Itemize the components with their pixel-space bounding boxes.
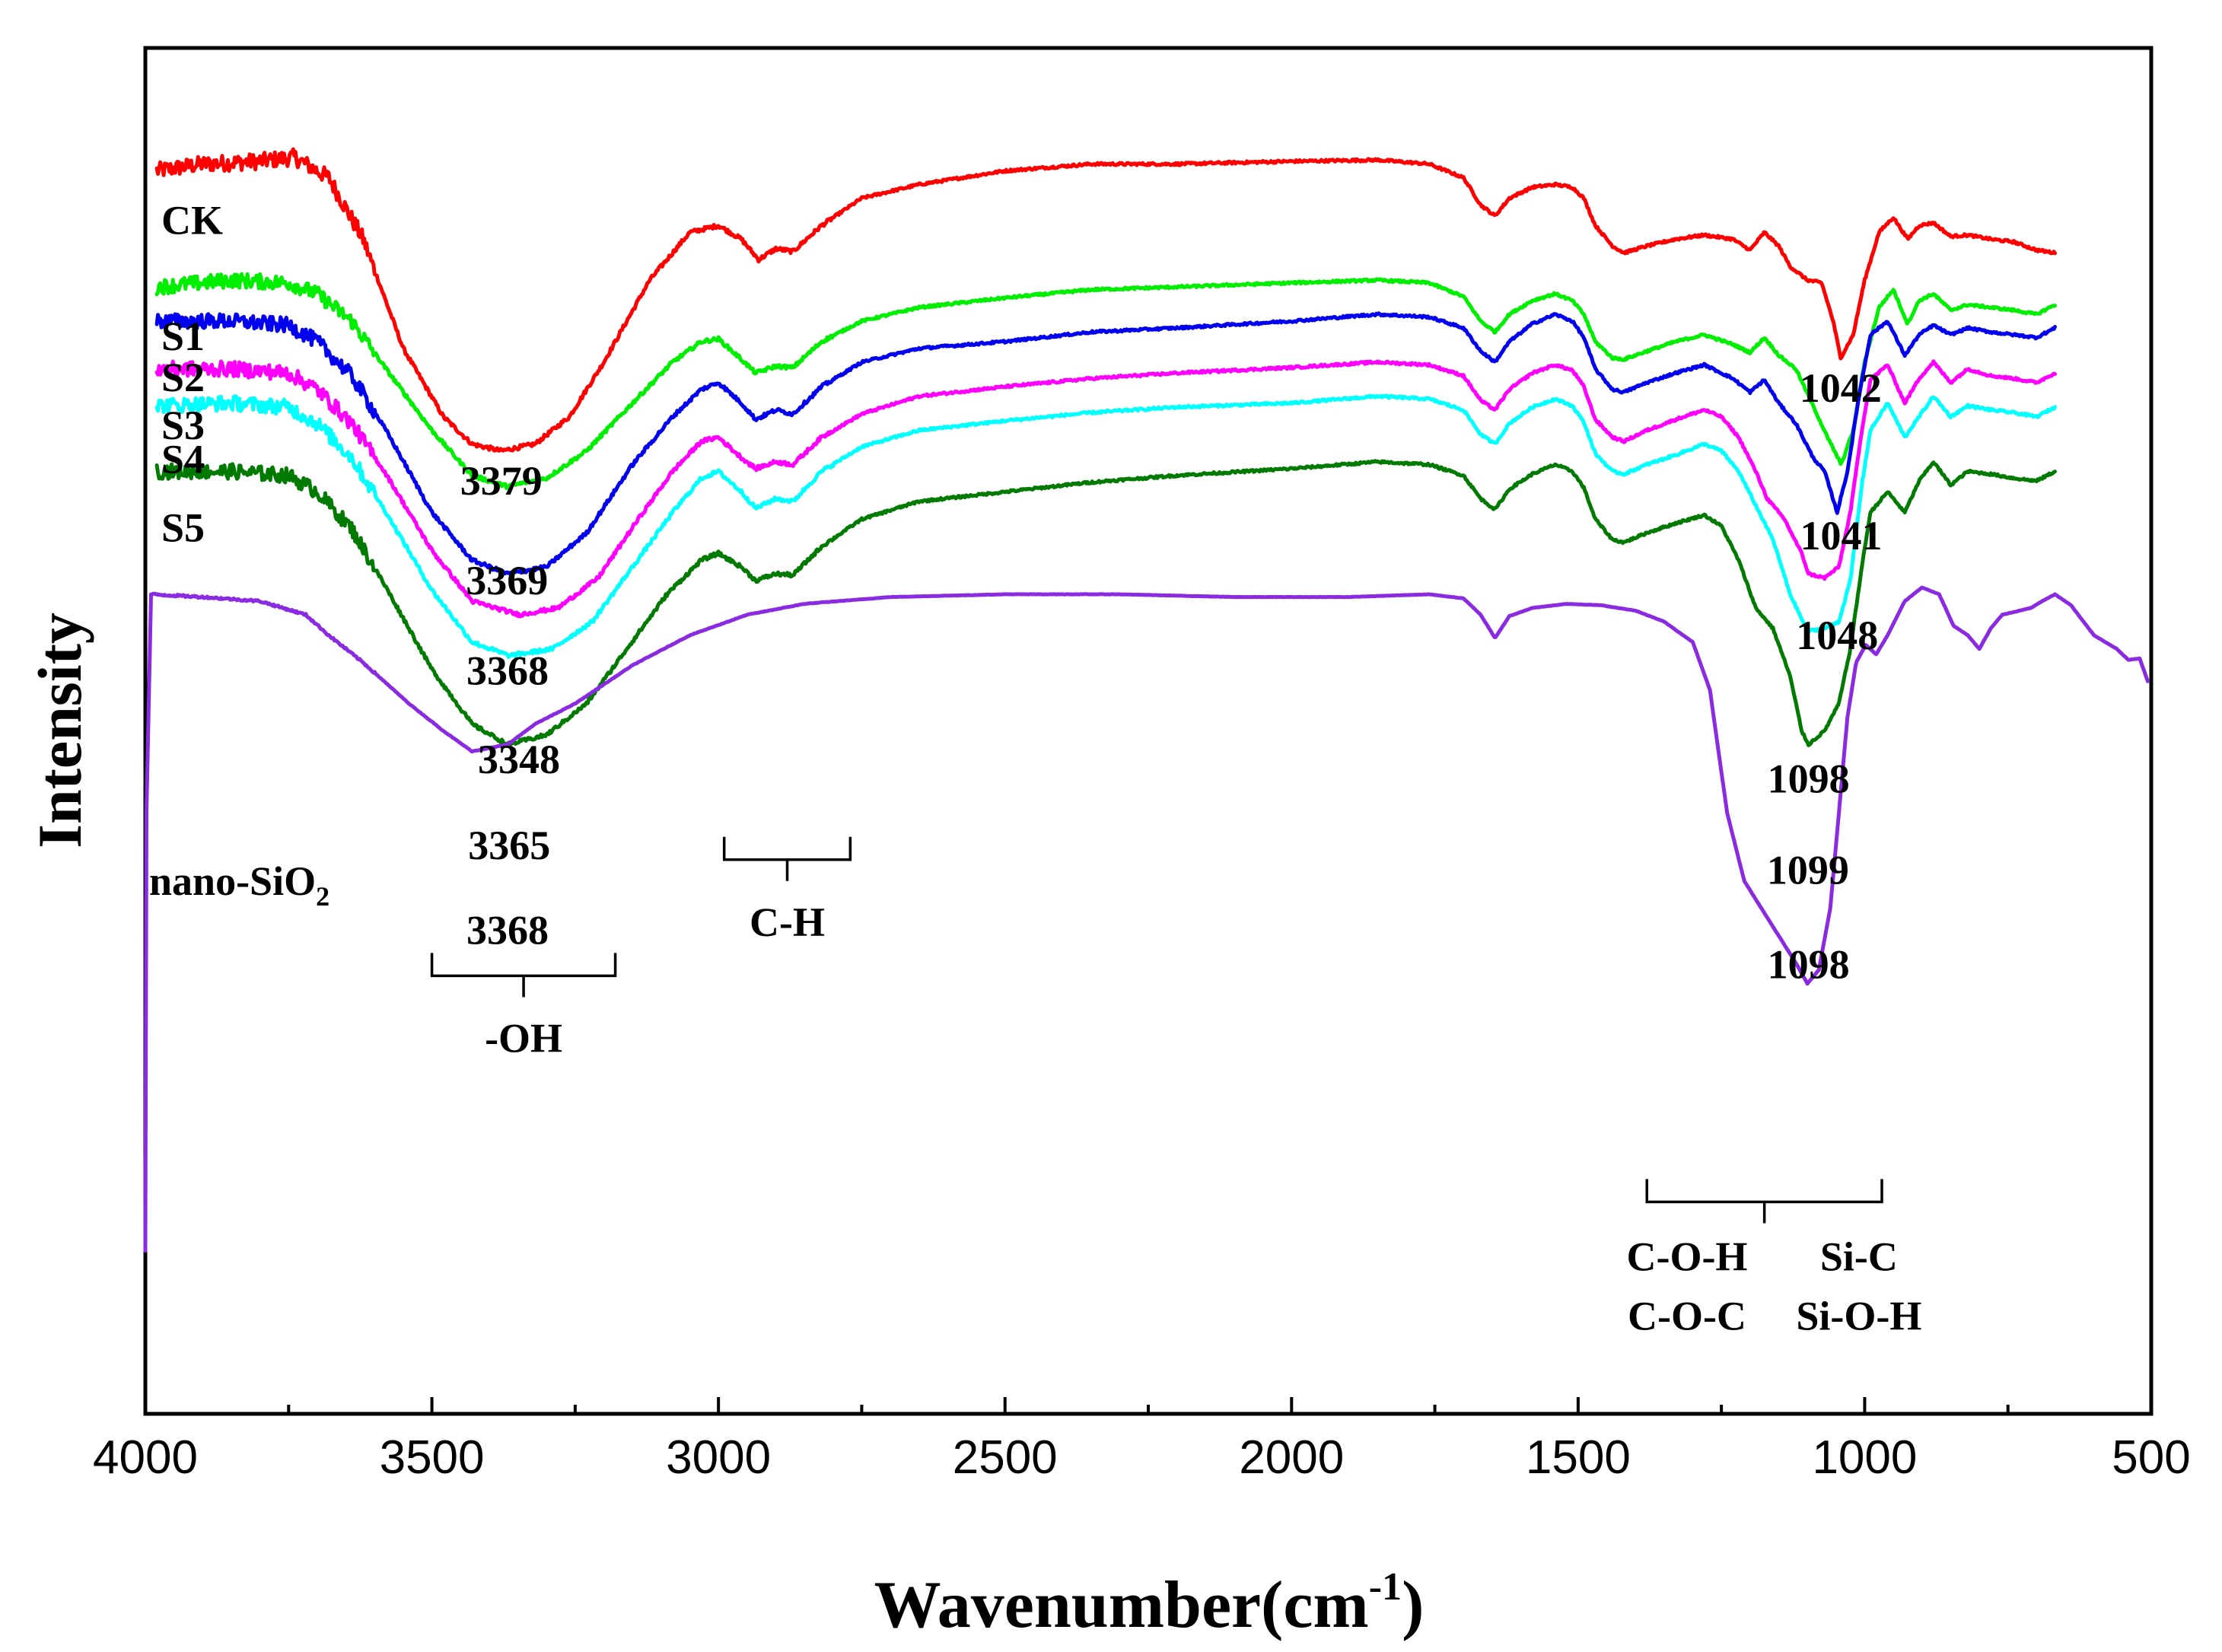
x-tick-label: 3500	[380, 1431, 485, 1484]
peak-label: 3379	[460, 458, 543, 504]
x-tick-label: 1500	[1526, 1431, 1631, 1484]
series-line-s2	[154, 311, 2057, 576]
x-tick-label: 3000	[666, 1431, 771, 1484]
group-label: C-H	[750, 899, 825, 945]
series-line-s4	[154, 393, 2057, 660]
peak-label: 3368	[466, 908, 549, 953]
peak-label: 3365	[468, 823, 550, 868]
series-line-s5	[154, 459, 2057, 747]
x-axis-title: Wavenumber(cm-1)	[874, 1565, 1425, 1642]
peak-label: 1042	[1800, 365, 1882, 411]
series-line-s1	[154, 272, 2057, 490]
group-bracket	[430, 953, 617, 998]
x-axis-title-sup: -1	[1369, 1565, 1402, 1609]
annotations-group: -OH C-H C-O-H C-O-C Si-C Si-O-H	[430, 836, 1921, 1339]
x-axis-title-close: )	[1402, 1568, 1424, 1642]
x-tick-label: 1000	[1812, 1431, 1917, 1484]
group-bracket	[722, 836, 852, 881]
series-label: S5	[161, 505, 205, 550]
x-tick-label: 2000	[1239, 1431, 1344, 1484]
x-tick-label: 4000	[93, 1431, 198, 1484]
x-tick-label: 2500	[953, 1431, 1058, 1484]
series-label: nano-SiO2	[149, 858, 329, 912]
group-label: -OH	[485, 1015, 562, 1061]
series-label-sub: 2	[316, 881, 329, 912]
group-label: C-O-H	[1626, 1234, 1747, 1280]
series-group	[143, 147, 2150, 1253]
x-axis: 4000 3500 3000 2500 2000 1500 1000 500	[93, 1397, 2191, 1484]
peak-label: 1098	[1768, 756, 1850, 801]
peak-label: 1048	[1796, 613, 1878, 658]
group-label: Si-O-H	[1796, 1294, 1921, 1339]
series-label: S3	[161, 403, 205, 448]
group-label: Si-C	[1820, 1234, 1898, 1280]
series-line-nano-sio2	[143, 585, 2150, 1253]
x-axis-title-main: Wavenumber(cm	[874, 1568, 1369, 1642]
series-label: S1	[161, 314, 205, 359]
series-label: S2	[161, 355, 205, 400]
series-label-main: nano-SiO	[149, 858, 316, 904]
x-tick-label: 500	[2112, 1431, 2190, 1484]
series-label: CK	[161, 198, 223, 244]
group-bracket	[1645, 1179, 1883, 1224]
peak-label: 1098	[1768, 941, 1850, 987]
series-label: S4	[161, 437, 205, 482]
peak-label: 3348	[478, 737, 560, 782]
peak-label: 3369	[466, 558, 548, 603]
peak-label: 3368	[466, 648, 549, 693]
peak-label: 1041	[1800, 513, 1883, 559]
series-line-ck	[154, 147, 2057, 453]
peak-label: 1099	[1767, 848, 1849, 893]
series-line-s3	[154, 359, 2057, 619]
y-axis-title: Intensity	[25, 613, 94, 848]
group-label: C-O-C	[1628, 1294, 1746, 1339]
